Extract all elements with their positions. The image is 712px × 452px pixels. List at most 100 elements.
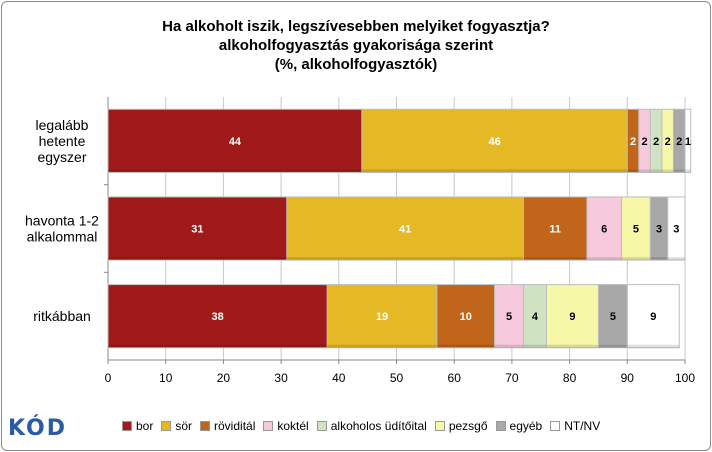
x-tick-label: 60 [448,371,462,385]
data-label: 2 [665,136,671,148]
legend-swatch [263,421,274,431]
bar-shadow [627,344,680,348]
x-tick-label: 40 [332,371,346,385]
x-tick-label: 20 [217,371,231,385]
legend-swatch [495,421,506,431]
data-label: 2 [653,136,659,148]
x-tick-label: 80 [563,371,577,385]
bar-segment [546,284,599,349]
data-label: 9 [650,311,656,323]
data-label: 9 [569,311,575,323]
bar-segment [626,284,680,349]
data-label: 46 [488,136,500,148]
legend-label: röviditál [214,419,256,433]
data-label: 3 [673,224,679,236]
bar-shadow [108,257,287,261]
data-label: 3 [656,224,662,236]
bar-shadow [667,257,685,261]
bar-shadow [436,344,495,348]
bar-shadow [685,169,691,173]
bar-shadow [108,344,328,348]
legend-item: egyéb [495,419,543,433]
bar-shadow [627,169,639,173]
bar-shadow [586,257,622,261]
chart-title-line-1: Ha alkoholt iszik, legszívesebben melyik… [162,18,550,35]
data-label: 2 [676,136,682,148]
bar-segment [494,284,524,349]
data-label: 38 [212,311,224,323]
legend-label: sör [175,419,193,433]
logo-text: KÓD [8,415,68,441]
x-tick-label: 30 [274,371,288,385]
bar-shadow [108,169,362,173]
bar-segment [107,108,363,173]
x-tick-label: 10 [159,371,173,385]
bar-shadow [327,344,437,348]
bar-shadow [546,344,599,348]
legend-label: egyéb [509,419,543,433]
category-label: ritkábban [33,308,91,324]
bar-segment [667,196,686,261]
legend-swatch [161,421,172,431]
bar-segment [436,284,496,349]
bar-shadow [523,344,547,348]
legend-item: NT/NV [550,419,600,433]
bar-shadow [286,257,524,261]
bar-shadow [494,344,524,348]
legend-label: alkoholos üdítőital [330,419,427,433]
legend-swatch [550,421,561,431]
kod-logo: KÓD [8,413,78,443]
legend-item: koktél [263,419,309,433]
data-label: 5 [633,224,639,236]
category-label: havonta 1-2 alkalommal [25,213,99,245]
bar-shadow [598,344,628,348]
x-tick-label: 90 [621,371,635,385]
bar-segment [326,284,438,349]
legend-label: bor [136,419,154,433]
data-label: 4 [532,311,539,323]
data-label: 11 [549,224,561,236]
legend-item: pezsgő [434,419,488,433]
category-label: legalább hetente egyszer [36,117,89,165]
legend-label: koktél [277,419,309,433]
data-label: 10 [460,311,472,323]
data-label: 31 [191,224,203,236]
bar-shadow [638,169,651,173]
data-label: 2 [642,136,648,148]
bar-segment [107,284,328,349]
legend-swatch [434,421,445,431]
bar-segment [597,284,628,349]
legend-item: bor [122,419,153,433]
data-label: 6 [601,224,607,236]
data-label: 5 [610,311,616,323]
data-label: 19 [376,311,388,323]
data-label: 1 [685,136,691,148]
bar-shadow [673,169,685,173]
legend-label: pezsgő [448,419,488,433]
bar-segment [107,196,288,261]
x-tick-label: 100 [675,371,695,385]
legend-swatch [316,421,327,431]
bar-segment [361,108,628,173]
bar-segment [684,108,692,173]
bar-segment [286,196,524,261]
legend-item: sör [161,419,192,433]
legend-item: röviditál [200,419,255,433]
chart-legend: bor sör röviditál koktél alkoholos üdítőital… [122,418,608,434]
chart-title-line-3: (%, alkoholfogyasztók) [274,56,438,73]
bar-shadow [650,169,662,173]
data-label: 44 [229,136,242,148]
bar-shadow [650,257,668,261]
legend-item: alkoholos üdítőital [316,419,427,433]
bar-shadow [621,257,651,261]
legend-swatch [200,421,211,431]
legend-swatch [122,421,132,431]
legend-label: NT/NV [564,419,601,433]
chart-title-line-2: alkoholfogyasztás gyakorisága szerint [218,37,494,54]
bar-shadow [661,169,674,173]
x-tick-label: 70 [505,371,519,385]
bar-shadow [523,257,587,261]
data-label: 41 [399,224,411,236]
data-label: 2 [630,136,636,148]
